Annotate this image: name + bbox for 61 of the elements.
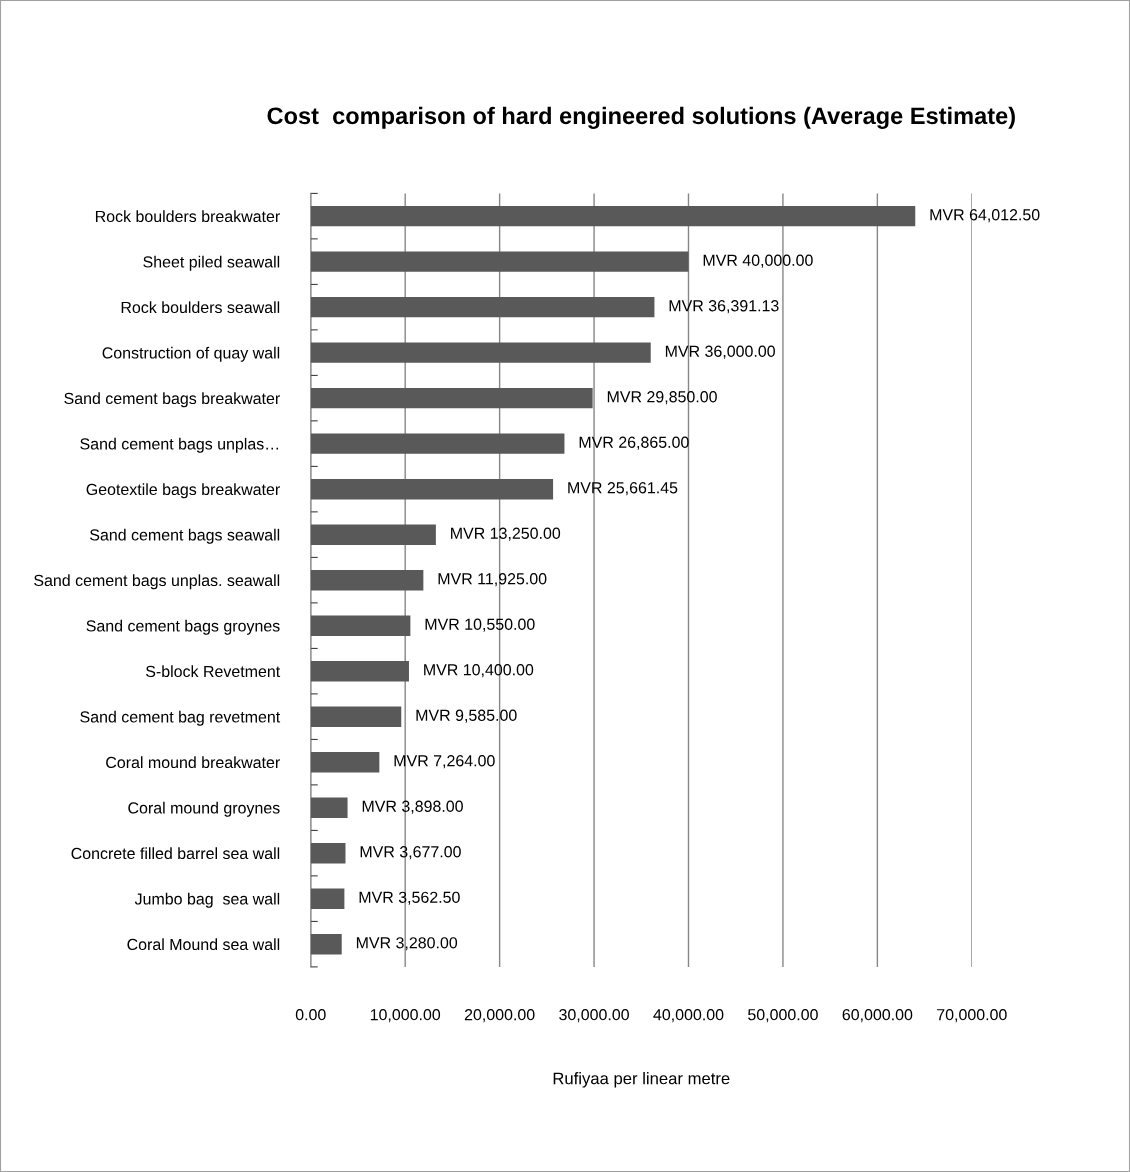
x-axis-title: Rufiyaa per linear metre bbox=[553, 1072, 730, 1088]
y-tick-label: Sand cement bags unplas… bbox=[80, 437, 279, 453]
bar bbox=[310, 205, 916, 227]
y-tick-label: Rock boulders breakwater bbox=[95, 210, 280, 223]
y-tick-label: Sheet piled seawall bbox=[143, 255, 280, 271]
bar bbox=[310, 387, 593, 409]
data-label: MVR 25,661.45 bbox=[568, 482, 678, 496]
bar bbox=[310, 660, 409, 682]
bar bbox=[310, 751, 380, 773]
data-label: MVR 36,391.13 bbox=[669, 300, 779, 314]
data-label: MVR 26,865.00 bbox=[579, 436, 689, 450]
x-tick-label: 70,000.00 bbox=[937, 1008, 1007, 1023]
data-label: MVR 36,000.00 bbox=[665, 345, 775, 359]
y-tick-label: Concrete filled barrel sea wall bbox=[71, 847, 280, 860]
x-tick-label: 60,000.00 bbox=[842, 1008, 913, 1023]
bar bbox=[310, 433, 565, 454]
x-tick-label: 30,000.00 bbox=[559, 1008, 629, 1023]
data-label: MVR 10,550.00 bbox=[425, 618, 535, 632]
data-label: MVR 3,562.50 bbox=[359, 891, 460, 905]
bar bbox=[310, 569, 424, 591]
data-label: MVR 13,250.00 bbox=[451, 527, 561, 541]
bar bbox=[310, 524, 436, 545]
x-tick-label: 10,000.00 bbox=[370, 1008, 441, 1023]
data-label: MVR 3,280.00 bbox=[356, 937, 458, 951]
y-tick-label: Rock boulders seawall bbox=[121, 301, 280, 314]
y-tick-label: Coral mound breakwater bbox=[106, 756, 280, 769]
data-label: MVR 9,585.00 bbox=[416, 709, 517, 723]
bar bbox=[310, 706, 402, 727]
bar bbox=[310, 797, 348, 818]
y-tick-label: S-block Revetment bbox=[146, 665, 281, 678]
data-label: MVR 29,850.00 bbox=[607, 391, 717, 405]
bar bbox=[310, 342, 651, 363]
bar bbox=[310, 842, 346, 864]
y-tick-label: Sand cement bags breakwater bbox=[64, 392, 280, 408]
y-tick-label: Jumbo bag sea wall bbox=[134, 892, 280, 908]
data-label: MVR 64,012.50 bbox=[930, 209, 1040, 223]
data-label: MVR 7,264.00 bbox=[394, 755, 495, 769]
x-tick-label: 0.00 bbox=[295, 1008, 326, 1021]
data-label: MVR 3,677.00 bbox=[360, 846, 461, 860]
y-tick-label: Sand cement bags groynes bbox=[86, 619, 280, 635]
bar bbox=[310, 888, 345, 909]
data-label: MVR 10,400.00 bbox=[424, 664, 534, 678]
data-label: MVR 40,000.00 bbox=[703, 254, 813, 268]
bar bbox=[310, 296, 655, 318]
data-label: MVR 11,925.00 bbox=[438, 573, 547, 587]
y-tick-label: Geotextile bags breakwater bbox=[86, 483, 280, 499]
x-tick-label: 40,000.00 bbox=[653, 1008, 724, 1023]
bar bbox=[310, 478, 554, 500]
y-tick-label: Sand cement bags unplas. seawall bbox=[34, 574, 280, 590]
y-tick-label: Construction of quay wall bbox=[102, 346, 280, 362]
y-tick-label: Coral mound groynes bbox=[128, 801, 280, 817]
y-tick-label: Coral Mound sea wall bbox=[127, 938, 280, 951]
bar bbox=[310, 933, 342, 955]
bar bbox=[310, 615, 411, 636]
y-tick-label: Sand cement bags seawall bbox=[90, 528, 280, 544]
data-label: MVR 3,898.00 bbox=[362, 800, 463, 814]
bar bbox=[310, 251, 689, 272]
y-tick-label: Sand cement bag revetment bbox=[80, 710, 281, 726]
x-tick-label: 20,000.00 bbox=[464, 1008, 535, 1023]
x-tick-label: 50,000.00 bbox=[748, 1008, 818, 1023]
chart-title: Cost comparison of hard engineered solutions (Average Estimate) bbox=[267, 106, 1015, 129]
